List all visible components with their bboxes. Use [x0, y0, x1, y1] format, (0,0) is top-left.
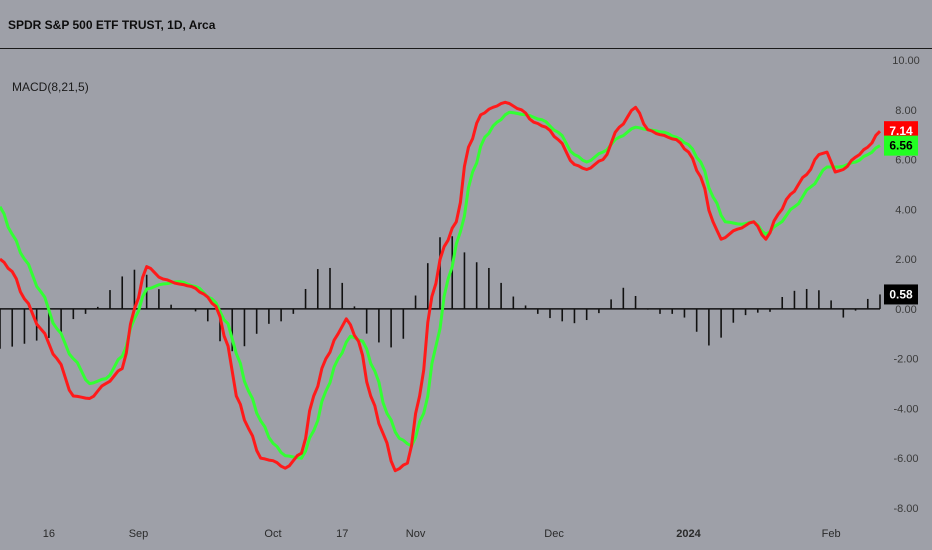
last-value-label: 0.58 — [889, 287, 913, 301]
header-divider — [0, 48, 932, 49]
y-tick-label: -6.00 — [893, 453, 918, 465]
macd-line-group — [0, 100, 882, 473]
symbol-title[interactable]: SPDR S&P 500 ETF TRUST, 1D, Arca — [8, 18, 216, 32]
y-tick-label: 6.00 — [895, 155, 916, 167]
y-tick-label: -2.00 — [893, 354, 918, 366]
x-tick-label: Nov — [406, 528, 426, 540]
y-axis: 10.00 8.00 6.00 4.00 2.00 0.00 -2.00 -4.00 -6.00… — [892, 55, 920, 515]
y-tick-label: 0.00 — [895, 304, 916, 316]
y-tick-label: -8.00 — [893, 503, 918, 515]
signal-line — [0, 110, 881, 460]
chart-header: SPDR S&P 500 ETF TRUST, 1D, Arca — [0, 0, 932, 48]
x-tick-label: 16 — [43, 528, 55, 540]
last-value-labels: 7.146.56 0.58 — [884, 121, 918, 305]
last-value-label: 7.14 — [889, 124, 913, 138]
y-tick-label: -4.00 — [893, 403, 918, 415]
x-axis: 16 Sep Oct 17 Nov Dec 2024 Feb — [43, 528, 841, 540]
x-tick-label: 2024 — [676, 528, 701, 540]
last-value-label: 6.56 — [889, 139, 913, 153]
macd-line — [0, 100, 882, 473]
y-tick-label: 4.00 — [895, 204, 916, 216]
last-value-badge — [884, 284, 918, 305]
y-tick-label: 10.00 — [892, 55, 920, 67]
x-tick-label: Oct — [264, 528, 281, 540]
x-tick-label: 17 — [336, 528, 348, 540]
indicator-label[interactable]: MACD(8,21,5) — [12, 80, 89, 94]
last-value-badge — [884, 135, 918, 156]
signal-line-group — [0, 110, 881, 460]
x-tick-label: Sep — [129, 528, 149, 540]
y-tick-label: 2.00 — [895, 254, 916, 266]
histogram-group — [0, 236, 881, 352]
y-tick-label: 8.00 — [895, 105, 916, 117]
x-tick-label: Feb — [822, 528, 841, 540]
x-tick-label: Dec — [544, 528, 564, 540]
